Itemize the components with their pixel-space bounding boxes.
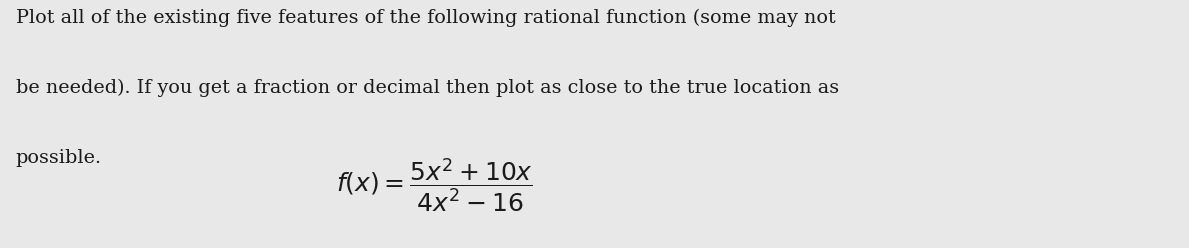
Text: Plot all of the existing five features of the following rational function (some : Plot all of the existing five features o… bbox=[15, 9, 836, 27]
Text: be needed). If you get a fraction or decimal then plot as close to the true loca: be needed). If you get a fraction or dec… bbox=[15, 79, 838, 97]
Text: $f(x) = \dfrac{5x^2 + 10x}{4x^2 - 16}$: $f(x) = \dfrac{5x^2 + 10x}{4x^2 - 16}$ bbox=[335, 156, 533, 214]
Text: possible.: possible. bbox=[15, 149, 101, 166]
